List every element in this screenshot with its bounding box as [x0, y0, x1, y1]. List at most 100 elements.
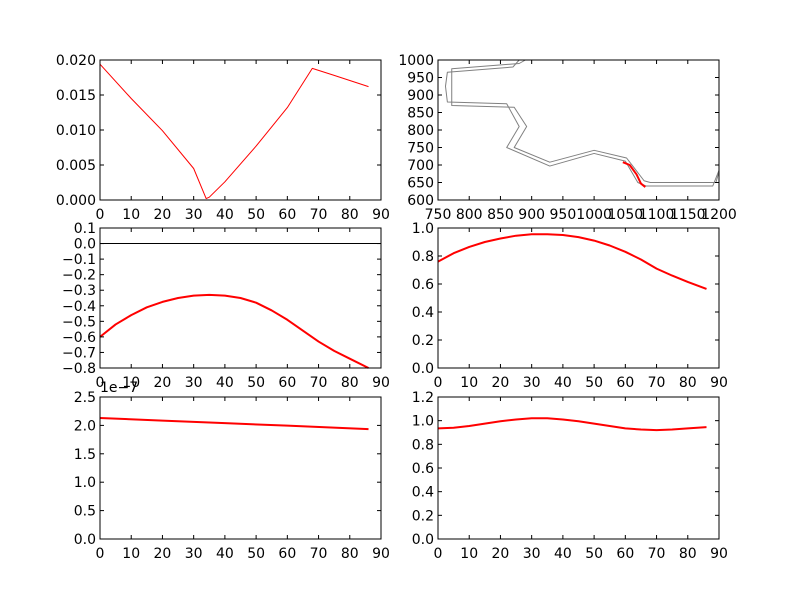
x-tick-label: 0: [434, 375, 443, 391]
y-tick-label: 0.015: [56, 88, 96, 104]
y-tick-label: 0.2: [412, 508, 434, 524]
y-tick-label: 750: [407, 141, 434, 157]
y-tick-label: 700: [407, 158, 434, 174]
y-tick-label: −0.5: [62, 314, 96, 330]
x-tick-label: 20: [492, 546, 510, 562]
y-tick-label: 1.2: [412, 390, 434, 406]
y-tick-label: 1.0: [412, 221, 434, 237]
x-tick-label: 30: [523, 375, 541, 391]
y-tick-label: 0.8: [412, 249, 434, 265]
x-tick-label: 0: [96, 207, 105, 223]
x-tick-label: 10: [122, 546, 140, 562]
x-tick-label: 950: [550, 207, 577, 223]
x-tick-label: 40: [554, 546, 572, 562]
x-tick-label: 70: [648, 375, 666, 391]
y-tick-label: 0.0: [74, 237, 96, 253]
series-line-1: [444, 59, 720, 187]
x-tick-label: 0: [434, 546, 443, 562]
axes-frame: [99, 396, 382, 540]
series-line-1: [99, 417, 369, 431]
subplot-2: 750 800 850 900 950 1000105011001150120060065…: [398, 53, 736, 223]
x-tick-label: 40: [216, 207, 234, 223]
series-line-1: [437, 417, 707, 432]
x-tick-label: 850: [487, 207, 514, 223]
series-line-1: [99, 63, 369, 200]
y-tick-label: 0.000: [56, 193, 96, 209]
subplot-4: 0 10 20 30 40 50 60 70 80 90 0.0 0.2 0.4 0.6 0.8 1.0: [412, 221, 728, 391]
y-tick-label: 0.2: [412, 333, 434, 349]
y-tick-label: 0.6: [412, 277, 434, 293]
x-tick-label: 90: [372, 207, 390, 223]
axes-frame: [99, 227, 382, 369]
axes-frame: [437, 396, 720, 540]
subplot-5: 0 10 20 30 40 50 60 70 80 90 0.0 0.5 1.0 1.5 2.0 2.51e−…: [74, 380, 390, 562]
x-tick-label: 20: [154, 546, 172, 562]
x-tick-label: 90: [372, 546, 390, 562]
x-tick-label: 90: [372, 375, 390, 391]
x-tick-label: 80: [679, 375, 697, 391]
x-tick-label: 900: [518, 207, 545, 223]
x-tick-label: 60: [278, 207, 296, 223]
y-tick-label: −0.4: [62, 299, 96, 315]
y-tick-label: −0.6: [62, 330, 96, 346]
y-tick-label: −0.2: [62, 268, 96, 284]
y-tick-label: 0.5: [74, 504, 96, 520]
x-tick-label: 70: [310, 207, 328, 223]
y-tick-label: 0.4: [412, 485, 434, 501]
y-tick-label: 0.0: [74, 532, 96, 548]
y-offset-label: 1e−7: [100, 380, 138, 396]
x-tick-label: 60: [278, 375, 296, 391]
x-tick-label: 50: [247, 546, 265, 562]
x-tick-label: 60: [616, 375, 634, 391]
y-tick-label: 600: [407, 193, 434, 209]
y-tick-label: 1000: [398, 53, 434, 69]
x-tick-label: 1000: [576, 207, 612, 223]
x-tick-label: 90: [710, 375, 728, 391]
x-tick-label: 800: [456, 207, 483, 223]
x-tick-label: 60: [616, 546, 634, 562]
subplot-3: 0 10 20 30 40 50 60 70 80 90−0.8−0.7−0.6−0.5−0.4−…: [62, 221, 390, 391]
series-line-3: [622, 161, 646, 188]
x-tick-label: 50: [247, 207, 265, 223]
series-line-2: [451, 59, 720, 183]
y-tick-label: 0.010: [56, 123, 96, 139]
x-tick-label: 50: [585, 375, 603, 391]
y-tick-label: 950: [407, 71, 434, 87]
x-tick-label: 10: [122, 375, 140, 391]
x-tick-label: 30: [185, 546, 203, 562]
x-tick-label: 70: [648, 546, 666, 562]
x-tick-label: 30: [523, 546, 541, 562]
x-tick-label: 80: [679, 546, 697, 562]
y-tick-label: 1.5: [74, 447, 96, 463]
y-tick-label: 0.0: [412, 361, 434, 377]
x-tick-label: 30: [185, 207, 203, 223]
x-tick-label: 70: [310, 546, 328, 562]
x-tick-label: 50: [247, 375, 265, 391]
y-tick-label: 2.5: [74, 390, 96, 406]
x-tick-label: 70: [310, 375, 328, 391]
y-tick-label: 0.005: [56, 158, 96, 174]
x-tick-label: 90: [710, 546, 728, 562]
y-tick-label: 1.0: [74, 475, 96, 491]
y-tick-label: 0.0: [412, 532, 434, 548]
y-tick-label: 0.1: [74, 221, 96, 237]
y-tick-label: 0.6: [412, 461, 434, 477]
x-tick-label: 1200: [701, 207, 737, 223]
y-tick-label: 1.0: [412, 414, 434, 430]
x-tick-label: 60: [278, 546, 296, 562]
x-tick-label: 30: [185, 375, 203, 391]
series-line-2: [99, 293, 369, 369]
x-tick-label: 80: [341, 546, 359, 562]
x-tick-label: 40: [554, 375, 572, 391]
axes-frame: [437, 59, 720, 201]
y-tick-label: 0.8: [412, 437, 434, 453]
x-tick-label: 1050: [608, 207, 644, 223]
x-tick-label: 10: [460, 546, 478, 562]
x-tick-label: 80: [341, 375, 359, 391]
axes-frame: [99, 59, 382, 201]
y-tick-label: 900: [407, 88, 434, 104]
axes-frame: [437, 227, 720, 369]
x-tick-label: 20: [154, 375, 172, 391]
y-tick-label: 850: [407, 106, 434, 122]
